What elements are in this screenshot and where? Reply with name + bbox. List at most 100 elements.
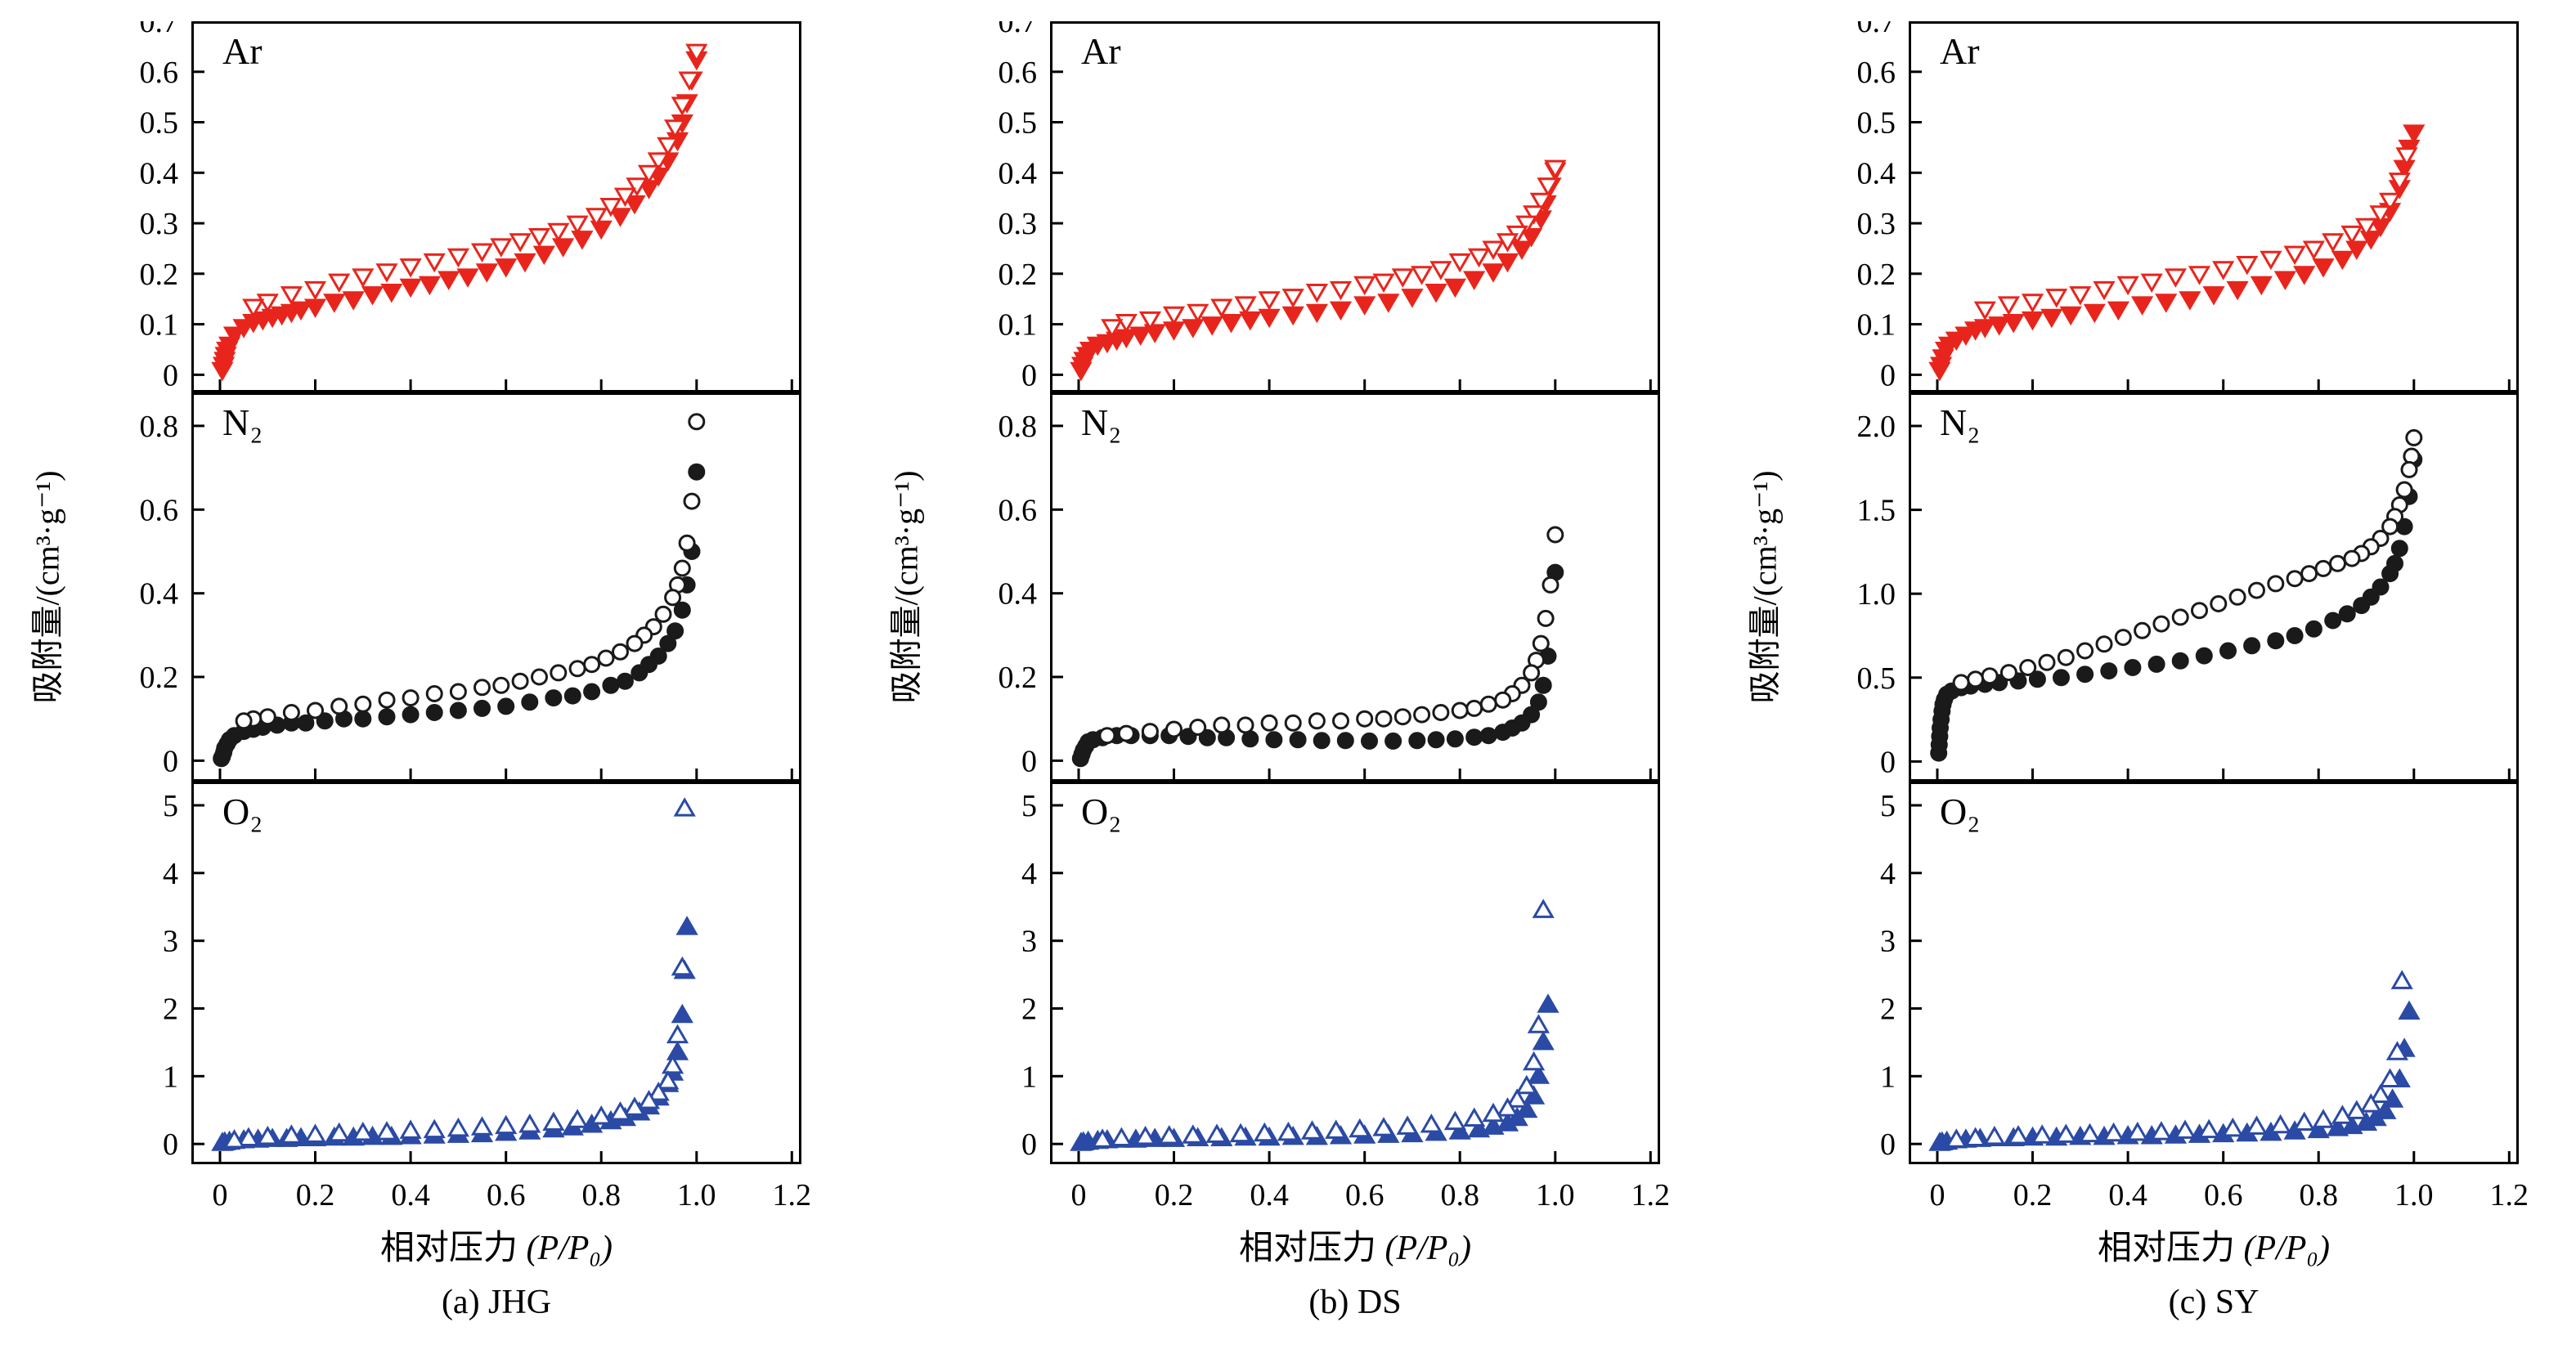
x-axis-label: 相对压力 (P/P₀) [1909,1220,2519,1270]
n2-isotherm-chart: 0 0.5 1.0 1.5 2.0 [1857,392,2519,782]
svg-text:2: 2 [163,993,178,1027]
svg-text:0.6: 0.6 [999,493,1038,527]
svg-text:0: 0 [1880,745,1896,779]
ar-isotherm-chart: 0 0.1 0.2 0.3 0.4 0.5 0.6 0.7 [1857,21,2519,392]
svg-text:0.4: 0.4 [1250,1178,1289,1212]
svg-text:0: 0 [1021,358,1037,392]
svg-text:3: 3 [1880,925,1896,959]
svg-text:1: 1 [1880,1060,1896,1094]
n2-isotherm-chart: 0 0.2 0.4 0.6 0.8 [140,392,801,782]
svg-text:1.2: 1.2 [773,1178,811,1212]
svg-text:1.0: 1.0 [677,1178,716,1212]
svg-text:0.4: 0.4 [2108,1178,2147,1212]
panel-o2: 0 1 2 3 4 5 0 0.2 0.4 0.6 0.8 1.0 1.2 O₂ [1817,782,2529,1217]
n2-isotherm-chart: 0 0.2 0.4 0.6 0.8 [999,392,1660,782]
svg-text:0.8: 0.8 [140,410,179,444]
panel-gas-label: N₂ [1940,401,1981,443]
panel-gas-label: N₂ [1081,401,1122,443]
svg-text:0.3: 0.3 [999,207,1038,241]
panel-gas-label: Ar [1940,30,1980,72]
o2-isotherm-chart: 0 1 2 3 4 5 0 0.2 0.4 0.6 0.8 1.0 1.2 [1021,782,1670,1212]
svg-text:0.8: 0.8 [581,1178,621,1212]
svg-text:0.2: 0.2 [296,1178,335,1212]
x-axis-label-text: 相对压力 [1238,1230,1385,1267]
panel-n2: 0 0.2 0.4 0.6 0.8 N₂ [958,392,1670,782]
y-axis-label-text: 吸附量/(cm³·g⁻¹) [1747,470,1784,704]
y-axis-label-text: 吸附量/(cm³·g⁻¹) [29,470,67,704]
panel-gas-label: Ar [1081,30,1121,72]
panel-n2: 0 0.2 0.4 0.6 0.8 N₂ [100,392,811,782]
x-axis-label-math: (P/P₀) [526,1230,613,1267]
y-axis-label: 吸附量/(cm³·g⁻¹) [1714,392,1811,782]
svg-text:4: 4 [163,857,178,891]
svg-text:4: 4 [1021,857,1037,891]
svg-text:0.4: 0.4 [1857,156,1896,190]
svg-text:0.4: 0.4 [391,1178,429,1212]
svg-text:0.6: 0.6 [1345,1178,1384,1212]
figure-column-sy: 吸附量/(cm³·g⁻¹) 0 0.1 0.2 0.3 0.4 0.5 0.6 0.7 Ar … [1717,0,2576,1358]
svg-text:0.7: 0.7 [999,21,1038,39]
svg-text:1.0: 1.0 [2394,1178,2434,1212]
svg-text:0.8: 0.8 [999,410,1038,444]
y-axis-label: 吸附量/(cm³·g⁻¹) [0,392,93,782]
svg-text:0.6: 0.6 [1857,56,1896,90]
svg-text:0: 0 [1930,1178,1945,1212]
svg-text:0.2: 0.2 [2013,1178,2053,1212]
svg-text:0.3: 0.3 [140,207,179,241]
panel-gas-label: Ar [222,30,263,72]
svg-text:1: 1 [1021,1060,1037,1094]
svg-text:0.2: 0.2 [140,258,179,292]
svg-text:0: 0 [1071,1178,1087,1212]
panel-ar: 0 0.1 0.2 0.3 0.4 0.5 0.6 0.7 Ar [100,21,811,392]
svg-text:0: 0 [1021,744,1037,778]
svg-text:2: 2 [1880,993,1896,1027]
panel-o2: 0 1 2 3 4 5 0 0.2 0.4 0.6 0.8 1.0 1.2 O₂ [958,782,1670,1217]
panel-gas-label: O₂ [1940,791,1981,832]
column-label: (c) SY [2168,1284,2260,1321]
panel-gas-label: N₂ [222,401,263,443]
svg-text:0.5: 0.5 [1857,661,1896,696]
svg-text:0.7: 0.7 [140,21,179,39]
svg-text:1.0: 1.0 [1857,577,1896,612]
svg-text:0: 0 [163,358,178,392]
ar-isotherm-chart: 0 0.1 0.2 0.3 0.4 0.5 0.6 0.7 [999,21,1660,392]
svg-text:1.0: 1.0 [1536,1178,1575,1212]
x-axis-label-math: (P/P₀) [1384,1230,1472,1267]
x-axis-label-text: 相对压力 [379,1230,527,1267]
x-axis-label: 相对压力 (P/P₀) [1050,1220,1660,1270]
svg-text:0.7: 0.7 [1857,21,1896,39]
panel-ar: 0 0.1 0.2 0.3 0.4 0.5 0.6 0.7 Ar [958,21,1670,392]
svg-text:0: 0 [163,1127,178,1162]
y-axis-label-text: 吸附量/(cm³·g⁻¹) [888,470,926,704]
svg-text:0: 0 [1021,1127,1037,1162]
svg-text:0.5: 0.5 [140,106,179,141]
svg-text:0.6: 0.6 [140,56,179,90]
svg-text:1: 1 [163,1060,178,1094]
svg-text:0.5: 0.5 [1857,106,1896,141]
o2-isotherm-chart: 0 1 2 3 4 5 0 0.2 0.4 0.6 0.8 1.0 1.2 [1880,782,2529,1212]
svg-text:0.6: 0.6 [487,1178,526,1212]
svg-text:5: 5 [1880,789,1896,823]
svg-text:0.6: 0.6 [140,493,179,527]
svg-text:0.6: 0.6 [2204,1178,2243,1212]
svg-text:0.4: 0.4 [999,577,1038,612]
figure-column-jhg: 吸附量/(cm³·g⁻¹) 0 0.1 0.2 0.3 0.4 0.5 0.6 0.7 Ar … [0,0,859,1358]
panel-stack: 0 0.1 0.2 0.3 0.4 0.5 0.6 0.7 Ar 0 0.2 0.4 0.6 0.8 … [100,21,811,1322]
svg-text:3: 3 [163,925,178,959]
svg-text:0.4: 0.4 [140,156,179,190]
x-axis-label-math: (P/P₀) [2243,1230,2331,1267]
svg-text:0: 0 [1880,1127,1896,1162]
x-axis-label-text: 相对压力 [2097,1230,2244,1267]
figure-column-ds: 吸附量/(cm³·g⁻¹) 0 0.1 0.2 0.3 0.4 0.5 0.6 0.7 Ar … [859,0,1717,1358]
panel-stack: 0 0.1 0.2 0.3 0.4 0.5 0.6 0.7 Ar 0 0.2 0.4 0.6 0.8 … [958,21,1670,1322]
svg-text:0.1: 0.1 [999,308,1038,343]
svg-text:5: 5 [163,789,178,823]
svg-text:1.2: 1.2 [1631,1178,1670,1212]
column-label: (a) JHG [441,1284,552,1321]
svg-text:0.8: 0.8 [2299,1178,2338,1212]
svg-text:0.2: 0.2 [1155,1178,1194,1212]
svg-text:0.1: 0.1 [140,308,179,343]
y-axis-label: 吸附量/(cm³·g⁻¹) [855,392,952,782]
svg-text:1.5: 1.5 [1857,494,1896,528]
